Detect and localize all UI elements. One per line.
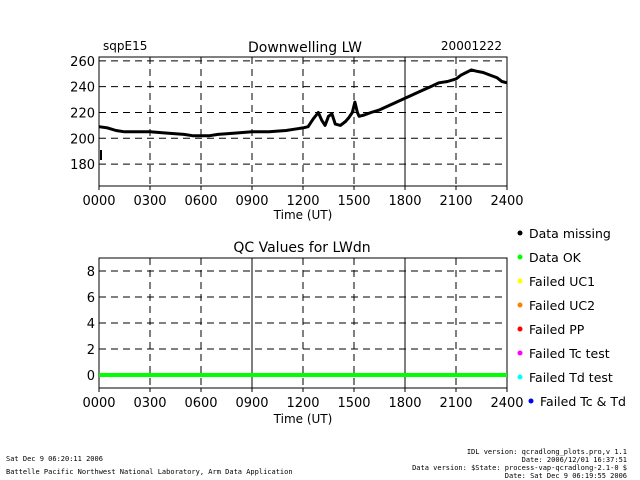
bottom-y-tick-label: 6 — [87, 291, 95, 306]
top-x-tick-label: 0000 — [82, 194, 115, 209]
bottom-x-tick-label: 1200 — [286, 396, 319, 411]
bottom-x-tick-label: 0300 — [133, 396, 166, 411]
bottom-chart-x-tick-labels: 0000 0300 0600 0900 1200 1500 1800 2100 2400 — [82, 396, 523, 411]
top-y-tick-label: 260 — [70, 55, 95, 70]
bottom-x-tick-label: 2100 — [439, 396, 472, 411]
bottom-y-tick-label: 4 — [87, 317, 95, 332]
top-x-tick-label: 2400 — [490, 194, 523, 209]
top-x-tick-label: 0900 — [235, 194, 268, 209]
lab-credit-text: Battelle Pacific Northwest National Labo… — [6, 468, 293, 476]
top-y-tick-label: 200 — [70, 132, 95, 147]
top-chart-x-tick-labels: 0000 0300 0600 0900 1200 1500 1800 2100 2400 — [82, 194, 523, 209]
legend-marker — [517, 278, 523, 284]
top-chart-title: Downwelling LW — [248, 40, 362, 56]
legend-marker — [517, 374, 523, 380]
data-version-text: Data version: $State: process-vap-qcradl… — [412, 464, 627, 472]
top-x-tick-label: 1200 — [286, 194, 319, 209]
bottom-x-tick-label: 0600 — [184, 396, 217, 411]
legend-label: Data OK — [529, 250, 582, 265]
legend-label: Failed UC2 — [529, 298, 595, 313]
top-y-tick-label: 220 — [70, 106, 95, 121]
legend-marker — [517, 230, 523, 236]
legend-marker — [517, 302, 523, 308]
run-date-text: Sat Dec 9 06:20:11 2006 — [6, 455, 103, 463]
bottom-x-tick-label: 1500 — [337, 396, 370, 411]
data-date-text: Date: Sat Dec 9 06:19:55 2006 — [505, 472, 627, 480]
top-x-tick-label: 1500 — [337, 194, 370, 209]
top-x-tick-label: 1800 — [388, 194, 421, 209]
legend-label: Failed UC1 — [529, 274, 595, 289]
top-chart-gridlines — [98, 57, 508, 190]
legend-label: Failed Tc & Td — [540, 394, 626, 409]
bottom-chart-frame — [98, 257, 508, 389]
bottom-chart-y-tick-labels: 0 2 4 6 8 — [87, 265, 95, 384]
legend-label: Failed Tc test — [529, 346, 610, 361]
bottom-x-tick-label: 1800 — [388, 396, 421, 411]
legend-label: Failed Td test — [529, 370, 613, 385]
bottom-x-tick-label: 2400 — [490, 396, 523, 411]
bottom-chart-title: QC Values for LWdn — [233, 240, 370, 256]
idl-date-text: Date: 2006/12/01 16:37:51 — [522, 456, 627, 464]
legend-label: Failed PP — [529, 322, 585, 337]
legend-marker — [517, 254, 523, 260]
bottom-x-tick-label: 0000 — [82, 396, 115, 411]
bottom-y-tick-label: 8 — [87, 265, 95, 280]
top-y-tick-label: 240 — [70, 81, 95, 96]
site-label: sqpE15 — [103, 39, 147, 53]
top-chart-x-axis-label: Time (UT) — [273, 208, 333, 222]
top-x-tick-label: 2100 — [439, 194, 472, 209]
legend-label: Data missing — [529, 226, 611, 241]
top-chart-y-tick-labels: 180 200 220 240 260 — [70, 55, 95, 173]
bottom-x-tick-label: 0900 — [235, 396, 268, 411]
top-x-tick-label: 0600 — [184, 194, 217, 209]
legend-marker — [528, 398, 534, 404]
top-y-tick-label: 180 — [70, 158, 95, 173]
qc-legend: Data missing Data OK Failed UC1 Failed UC2 F… — [517, 226, 626, 409]
date-label: 20001222 — [441, 39, 502, 53]
bottom-chart-gridlines — [98, 258, 508, 392]
legend-marker — [517, 326, 523, 332]
top-chart-frame — [98, 56, 508, 187]
top-x-tick-label: 0300 — [133, 194, 166, 209]
downwelling-lw-series-line — [98, 68, 508, 138]
legend-marker — [517, 350, 523, 356]
bottom-y-tick-label: 2 — [87, 343, 95, 358]
bottom-y-tick-label: 0 — [87, 369, 95, 384]
bottom-chart-x-axis-label: Time (UT) — [273, 412, 333, 426]
idl-version-text: IDL version: qcradlong_plots.pro,v 1.1 — [467, 448, 627, 456]
